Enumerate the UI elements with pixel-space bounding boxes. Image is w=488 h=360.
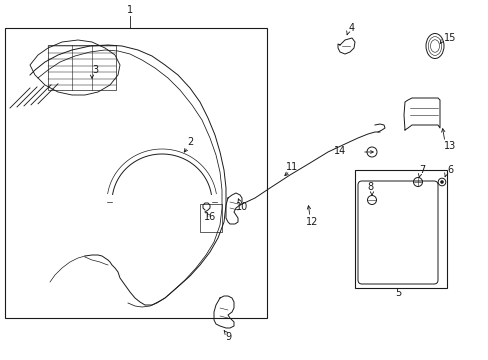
Bar bbox=[5, 28, 266, 318]
Text: 13: 13 bbox=[443, 141, 455, 151]
Bar bbox=[354, 170, 446, 288]
Text: 14: 14 bbox=[333, 146, 346, 156]
Text: 16: 16 bbox=[203, 212, 216, 222]
Text: 11: 11 bbox=[285, 162, 298, 172]
Text: 1: 1 bbox=[127, 5, 133, 15]
Bar bbox=[48, 45, 116, 90]
Text: 7: 7 bbox=[418, 165, 424, 175]
Bar bbox=[200, 204, 222, 232]
Text: 4: 4 bbox=[348, 23, 354, 33]
Text: 8: 8 bbox=[366, 182, 372, 192]
Text: 10: 10 bbox=[235, 202, 247, 212]
Text: 9: 9 bbox=[224, 332, 231, 342]
Circle shape bbox=[439, 180, 443, 184]
Text: 2: 2 bbox=[186, 137, 193, 147]
Text: 15: 15 bbox=[443, 33, 455, 43]
Text: 12: 12 bbox=[305, 217, 318, 227]
Text: 3: 3 bbox=[92, 65, 98, 75]
Text: 5: 5 bbox=[394, 288, 400, 298]
Text: 6: 6 bbox=[446, 165, 452, 175]
